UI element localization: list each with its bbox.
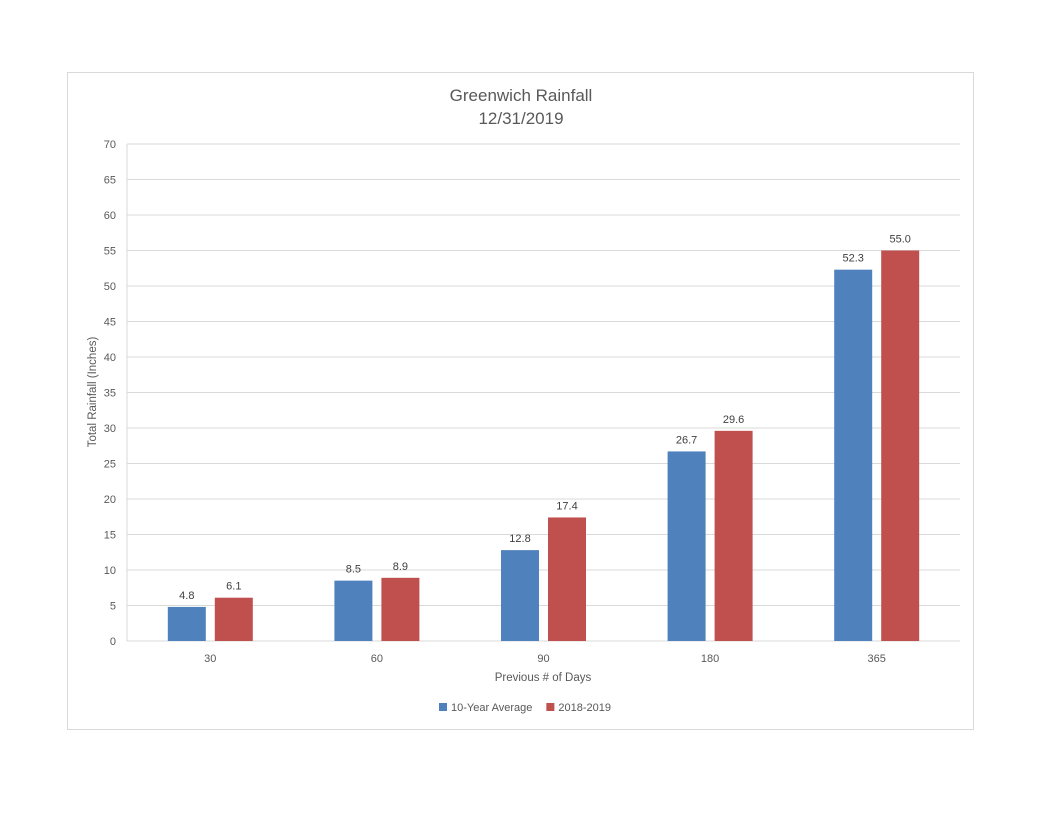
- data-label: 29.6: [723, 414, 744, 426]
- y-tick-label: 25: [104, 459, 116, 471]
- x-tick-label: 60: [371, 653, 383, 665]
- bar-2018-2019-365: [881, 250, 920, 641]
- bar-2018-2019-180: [714, 430, 753, 641]
- y-tick-label: 5: [110, 601, 116, 613]
- y-axis-label: Total Rainfall (Inches): [87, 337, 99, 448]
- bar-10-year-average-30: [167, 606, 206, 641]
- legend-swatch: [546, 703, 555, 711]
- bars: [167, 250, 920, 641]
- bar-2018-2019-60: [381, 577, 420, 641]
- x-tick-label: 90: [537, 653, 549, 665]
- y-tick-label: 0: [110, 636, 116, 648]
- data-label: 8.9: [393, 561, 408, 573]
- data-label: 55.0: [889, 234, 910, 246]
- bar-10-year-average-180: [667, 451, 706, 641]
- x-tick-label: 30: [204, 653, 216, 665]
- x-axis-ticks: 30 60 90 180 365: [204, 653, 886, 665]
- bar-10-year-average-60: [334, 580, 373, 641]
- legend-item-label: 2018-2019: [558, 702, 611, 714]
- x-axis-label: Previous # of Days: [495, 672, 592, 684]
- chart-title: Greenwich Rainfall: [450, 86, 593, 105]
- y-tick-label: 55: [104, 246, 116, 258]
- legend: 10-Year Average 2018-2019: [439, 702, 611, 714]
- data-label: 12.8: [509, 533, 530, 545]
- bar-2018-2019-30: [214, 597, 253, 641]
- data-label: 8.5: [346, 564, 361, 576]
- y-tick-label: 40: [104, 352, 116, 364]
- bar-2018-2019-90: [548, 517, 586, 641]
- bar-10-year-average-365: [834, 269, 873, 641]
- y-tick-label: 20: [104, 494, 116, 506]
- data-labels: 4.8 6.1 8.5 8.9 12.8 17.4 26.7 29.6 52.3 55.0: [179, 234, 911, 602]
- gridlines: [126, 143, 960, 642]
- y-tick-label: 65: [104, 175, 116, 187]
- legend-swatch: [439, 703, 447, 711]
- y-tick-label: 10: [104, 565, 116, 577]
- y-tick-label: 30: [104, 423, 116, 435]
- bar-10-year-average-90: [501, 550, 539, 641]
- data-label: 6.1: [226, 581, 241, 593]
- y-tick-label: 70: [104, 139, 116, 151]
- data-label: 17.4: [556, 500, 577, 512]
- y-tick-label: 50: [104, 281, 116, 293]
- x-tick-label: 365: [868, 653, 886, 665]
- data-label: 26.7: [676, 434, 697, 446]
- data-label: 52.3: [842, 253, 863, 265]
- chart-subtitle: 12/31/2019: [478, 109, 563, 128]
- x-tick-label: 180: [701, 653, 719, 665]
- y-tick-label: 60: [104, 210, 116, 222]
- y-tick-label: 15: [104, 530, 116, 542]
- y-tick-label: 45: [104, 317, 116, 329]
- data-label: 4.8: [179, 590, 194, 602]
- y-tick-label: 35: [104, 388, 116, 400]
- y-axis-ticks: 0 5 10 15 20 25 30 35 40 45 50 55 60 65 70: [104, 139, 116, 648]
- legend-item-label: 10-Year Average: [451, 702, 532, 714]
